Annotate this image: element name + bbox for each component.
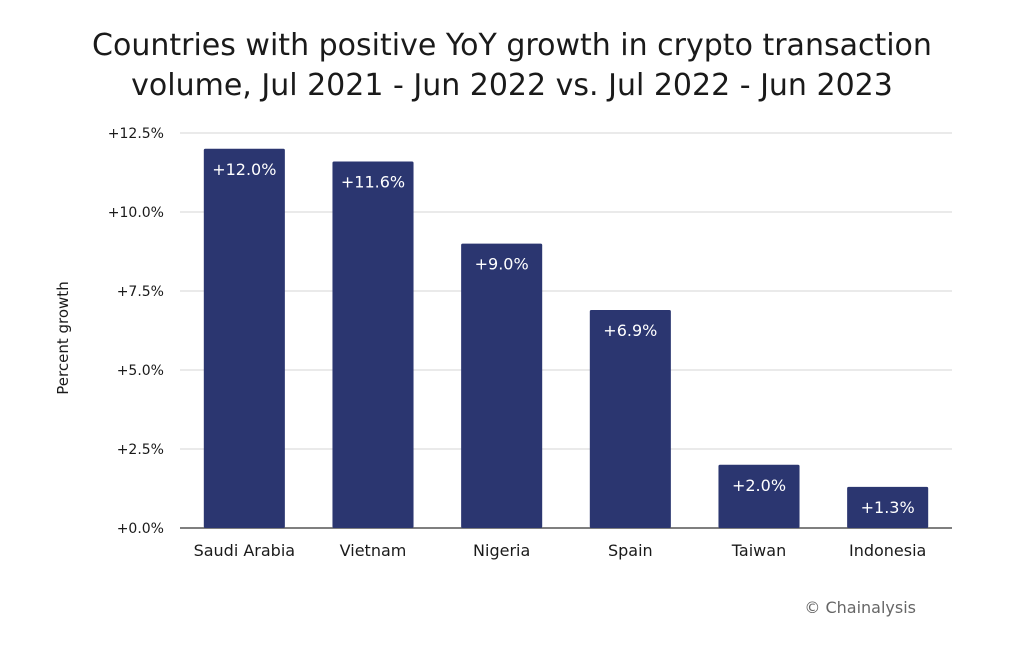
y-tick-label: +2.5% xyxy=(117,442,164,458)
bar-spain xyxy=(589,309,671,528)
y-axis-title: Percent growth xyxy=(54,281,72,394)
data-label: +9.0% xyxy=(475,255,529,274)
x-tick-label: Nigeria xyxy=(473,541,530,560)
data-label: +1.3% xyxy=(861,498,915,517)
chart-title: Countries with positive YoY growth in cr… xyxy=(92,28,932,103)
bar-nigeria xyxy=(461,243,543,528)
y-tick-label: +5.0% xyxy=(117,363,164,379)
data-label: +6.9% xyxy=(603,321,657,340)
y-tick-label: +0.0% xyxy=(117,521,164,537)
bar-saudi-arabia xyxy=(203,148,285,529)
y-tick-label: +10.0% xyxy=(108,205,164,221)
data-label: +2.0% xyxy=(732,476,786,495)
x-tick-label: Indonesia xyxy=(849,541,926,560)
labels-layer: +0.0% +2.5% +5.0% +7.5% +10.0% +12.5% +12.0% Sa… xyxy=(108,126,927,560)
bars-layer xyxy=(203,148,929,529)
bar-vietnam xyxy=(332,161,414,528)
bar-taiwan xyxy=(718,464,800,528)
y-tick-label: +12.5% xyxy=(108,126,164,142)
x-tick-label: Vietnam xyxy=(340,541,407,560)
bar-indonesia xyxy=(847,486,929,528)
x-tick-label: Spain xyxy=(608,541,653,560)
x-tick-label: Saudi Arabia xyxy=(194,541,296,560)
grid-layer xyxy=(180,132,952,529)
y-tick-label: +7.5% xyxy=(117,284,164,300)
data-label: +11.6% xyxy=(341,172,405,191)
source-credit: © Chainalysis xyxy=(804,598,916,617)
data-label: +12.0% xyxy=(212,160,276,179)
x-tick-label: Taiwan xyxy=(731,541,786,560)
